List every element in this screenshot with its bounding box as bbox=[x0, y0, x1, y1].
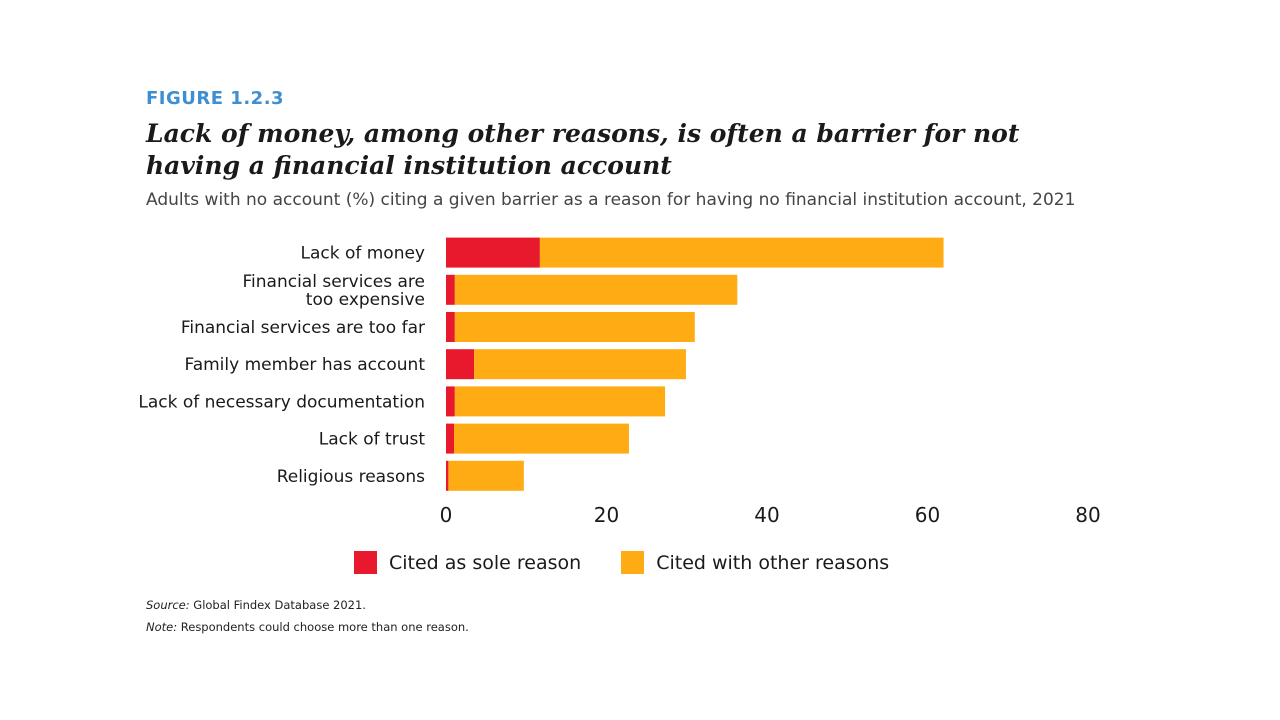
bar-sole-5 bbox=[446, 423, 455, 454]
bar-sole-4 bbox=[446, 386, 455, 417]
legend-item-other: Cited with other reasons bbox=[621, 551, 889, 574]
notes: Source: Global Findex Database 2021. Not… bbox=[146, 594, 469, 638]
bar-sole-1 bbox=[446, 274, 455, 305]
note-line: Note: Respondents could choose more than… bbox=[146, 616, 469, 638]
bar-sole-0 bbox=[446, 237, 540, 268]
x-tick-label-0: 0 bbox=[440, 503, 453, 527]
figure-label: FIGURE 1.2.3 bbox=[146, 88, 285, 109]
x-tick-label-4: 80 bbox=[1075, 503, 1100, 527]
legend-swatch-sole bbox=[354, 551, 377, 574]
category-label-6: Religious reasons bbox=[277, 467, 425, 487]
bar-other-2 bbox=[454, 312, 695, 342]
bar-other-5 bbox=[454, 423, 629, 454]
legend-label-sole: Cited as sole reason bbox=[389, 551, 582, 574]
bar-other-3 bbox=[474, 349, 686, 380]
bar-sole-6 bbox=[446, 460, 449, 491]
category-label-1: Financial services are too expensive bbox=[243, 272, 426, 310]
source-label: Source: bbox=[146, 598, 190, 612]
category-label-3: Family member has account bbox=[184, 355, 425, 375]
source-text: Global Findex Database 2021. bbox=[189, 598, 366, 612]
legend-item-sole: Cited as sole reason bbox=[354, 551, 581, 574]
x-tick-label-1: 20 bbox=[594, 503, 619, 527]
bar-other-0 bbox=[539, 237, 944, 268]
note-label: Note: bbox=[146, 620, 178, 634]
x-tick-label-2: 40 bbox=[754, 503, 779, 527]
bar-other-4 bbox=[454, 386, 666, 417]
bar-sole-3 bbox=[446, 349, 475, 380]
chart-title: Lack of money, among other reasons, is o… bbox=[146, 119, 1020, 180]
legend-swatch-other bbox=[621, 551, 645, 574]
legend: Cited as sole reason Cited with other re… bbox=[354, 551, 929, 574]
source-line: Source: Global Findex Database 2021. bbox=[146, 594, 469, 616]
category-label-4: Lack of necessary documentation bbox=[138, 392, 425, 412]
bar-other-1 bbox=[454, 274, 738, 305]
chart-subtitle: Adults with no account (%) citing a give… bbox=[146, 190, 1076, 210]
category-label-0: Lack of money bbox=[300, 244, 425, 264]
bar-sole-2 bbox=[446, 312, 455, 342]
category-label-2: Financial services are too far bbox=[181, 318, 425, 338]
x-tick-label-3: 60 bbox=[915, 503, 940, 527]
legend-label-other: Cited with other reasons bbox=[656, 551, 890, 574]
note-text: Respondents could choose more than one r… bbox=[177, 620, 469, 634]
bar-other-6 bbox=[448, 460, 524, 491]
category-label-5: Lack of trust bbox=[319, 430, 426, 450]
